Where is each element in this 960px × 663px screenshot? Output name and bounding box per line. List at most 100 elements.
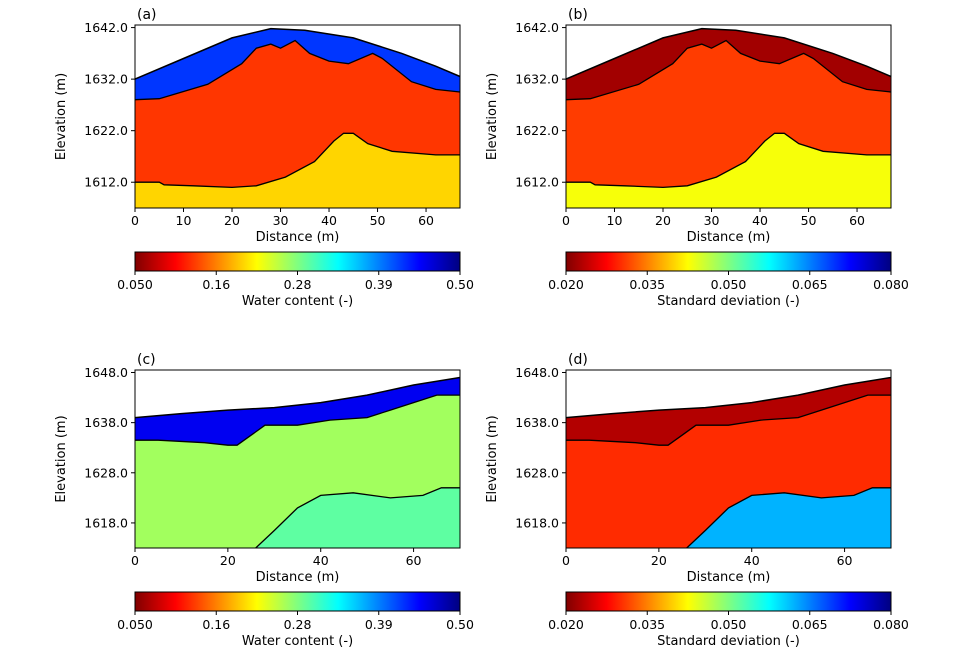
y-tick-label: 1632.0 [515,72,559,87]
bedrock-boundary-line [135,132,460,189]
x-axis-label: Distance (m) [256,570,340,585]
panel-3: 0 20 40 60 1618.0 1628.0 1638.0 1648.0 Distance … [54,352,474,649]
y-tick-label: 1618.0 [515,515,559,530]
x-axis-label: Distance (m) [687,570,771,585]
y-tick-label: 1628.0 [515,465,559,480]
colorbar-tick-label: 0.39 [365,277,393,292]
x-tick-label: 60 [406,553,422,568]
unit-bedrock [566,133,891,208]
x-tick-label: 60 [418,213,434,228]
colorbar-tick-label: 0.080 [873,617,909,632]
unit-topsoil [135,377,460,446]
y-tick-label: 1648.0 [515,365,559,380]
unit-bedrock [135,133,460,208]
x-tick-label: 20 [651,553,667,568]
colorbar-tick-label: 0.050 [711,617,747,632]
x-tick-label: 40 [752,213,768,228]
colorbar-label: Water content (-) [242,294,353,309]
x-axis-label: Distance (m) [687,230,771,245]
colorbar-gradient [134,591,461,612]
layer-boundary-line [135,39,460,101]
colorbar-tick-label: 0.28 [284,277,312,292]
x-tick-label: 30 [704,213,720,228]
x-tick-label: 60 [849,213,865,228]
layer-boundary-line [135,394,460,446]
colorbar: 0.050 0.16 0.28 0.39 0.50 Water content (-) [117,591,474,649]
y-tick-label: 1638.0 [515,415,559,430]
panel-label: (a) [137,7,157,23]
axes-frame [134,24,461,209]
colorbar-gradient [134,251,461,272]
y-tick-label: 1618.0 [84,515,128,530]
y-tick-label: 1642.0 [84,20,128,35]
layer-boundary-line [566,394,891,446]
x-tick-label: 10 [176,213,192,228]
colorbar-tick-label: 0.16 [202,277,230,292]
plot-area [135,27,460,208]
colorbar-tick-label: 0.050 [117,617,153,632]
panel-label: (d) [568,352,588,368]
colorbar-tick-label: 0.50 [446,617,474,632]
y-tick-label: 1622.0 [84,123,128,138]
bedrock-boundary-line [255,487,460,548]
unit-topsoil [566,377,891,446]
plot-area [566,376,891,548]
colorbar-tick-label: 0.28 [284,617,312,632]
x-tick-label: 0 [562,553,570,568]
y-axis-label: Elevation (m) [54,415,69,502]
bedrock-boundary-line [686,487,891,548]
y-tick-label: 1642.0 [515,20,559,35]
unit-bedrock [255,487,460,548]
colorbar: 0.020 0.035 0.050 0.065 0.080 Standard deviat… [548,251,909,309]
panel-2: 0 10 20 30 40 50 60 1612.0 1622.0 1632.0 1642.0 Dis… [485,7,909,309]
x-tick-label: 30 [273,213,289,228]
colorbar-tick-label: 0.050 [117,277,153,292]
x-tick-label: 20 [220,553,236,568]
x-tick-label: 20 [224,213,240,228]
y-tick-label: 1648.0 [84,365,128,380]
colorbar-label: Standard deviation (-) [657,634,800,649]
axes-frame [565,369,892,549]
x-tick-label: 10 [607,213,623,228]
x-tick-label: 40 [321,213,337,228]
y-tick-label: 1622.0 [515,123,559,138]
x-tick-label: 50 [801,213,817,228]
layer-boundary-line [566,39,891,101]
surface-line [135,27,460,80]
y-axis-label: Elevation (m) [485,73,500,160]
colorbar-tick-label: 0.080 [873,277,909,292]
bedrock-boundary-line [566,132,891,189]
colorbar-tick-label: 0.39 [365,617,393,632]
y-tick-label: 1612.0 [515,175,559,190]
y-tick-label: 1632.0 [84,72,128,87]
panel-4: 0 20 40 60 1618.0 1628.0 1638.0 1648.0 Distance … [485,352,909,649]
x-tick-label: 50 [370,213,386,228]
x-axis-label: Distance (m) [256,230,340,245]
panel-label: (c) [137,352,156,368]
colorbar-gradient [565,591,892,612]
x-tick-label: 0 [131,553,139,568]
colorbar-tick-label: 0.065 [792,277,828,292]
plot-area [135,376,460,548]
surface-line [566,376,891,419]
colorbar: 0.050 0.16 0.28 0.39 0.50 Water content (-) [117,251,474,309]
colorbar-tick-label: 0.020 [548,277,584,292]
colorbar-tick-label: 0.035 [629,617,665,632]
x-tick-label: 60 [837,553,853,568]
y-tick-label: 1638.0 [84,415,128,430]
surface-line [135,376,460,419]
surface-line [566,27,891,80]
colorbar-gradient [565,251,892,272]
x-tick-label: 40 [744,553,760,568]
x-tick-label: 40 [313,553,329,568]
colorbar-tick-label: 0.50 [446,277,474,292]
colorbar-tick-label: 0.020 [548,617,584,632]
axes-frame [134,369,461,549]
x-tick-label: 20 [655,213,671,228]
panel-label: (b) [568,7,588,23]
x-tick-label: 0 [131,213,139,228]
unit-bedrock [686,487,891,548]
colorbar-tick-label: 0.050 [711,277,747,292]
colorbar-tick-label: 0.16 [202,617,230,632]
